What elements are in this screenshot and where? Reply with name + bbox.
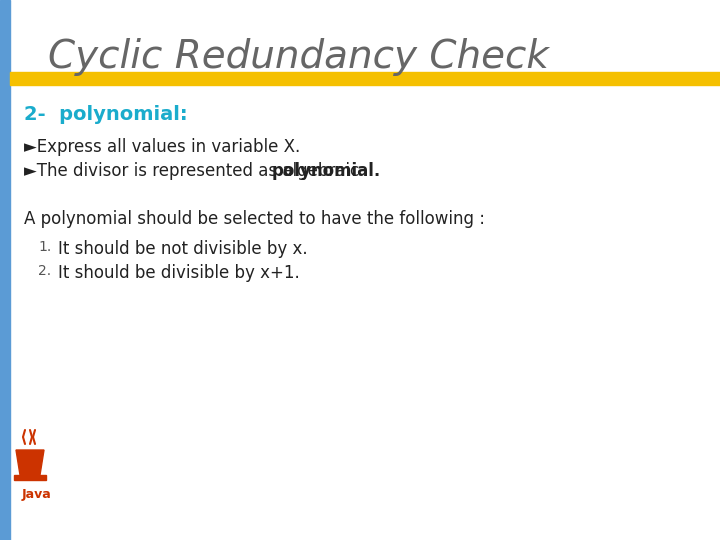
Text: 2.: 2. <box>38 264 51 278</box>
Text: 1.: 1. <box>38 240 51 254</box>
Text: It should be not divisible by x.: It should be not divisible by x. <box>58 240 307 258</box>
Text: Cyclic Redundancy Check: Cyclic Redundancy Check <box>48 38 549 76</box>
Bar <box>0 0 10 540</box>
Text: Java: Java <box>22 488 52 501</box>
Polygon shape <box>14 475 46 480</box>
Polygon shape <box>16 450 44 475</box>
Text: It should be divisible by x+1.: It should be divisible by x+1. <box>58 264 300 282</box>
Bar <box>10 72 720 85</box>
Text: polynomial.: polynomial. <box>272 162 382 180</box>
Text: 2-  polynomial:: 2- polynomial: <box>24 105 188 124</box>
Text: A polynomial should be selected to have the following :: A polynomial should be selected to have … <box>24 210 485 228</box>
Text: ►The divisor is represented as algebraic: ►The divisor is represented as algebraic <box>24 162 364 180</box>
Text: ►Express all values in variable X.: ►Express all values in variable X. <box>24 138 300 156</box>
